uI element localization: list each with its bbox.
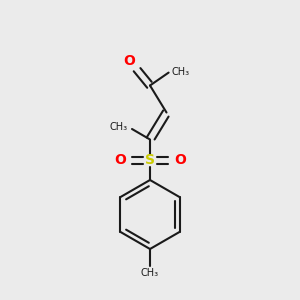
Text: O: O — [114, 154, 126, 167]
Text: CH₃: CH₃ — [110, 122, 128, 133]
Text: S: S — [145, 154, 155, 167]
Text: CH₃: CH₃ — [172, 67, 190, 77]
Text: O: O — [123, 53, 135, 68]
Text: O: O — [174, 154, 186, 167]
Text: CH₃: CH₃ — [141, 268, 159, 278]
